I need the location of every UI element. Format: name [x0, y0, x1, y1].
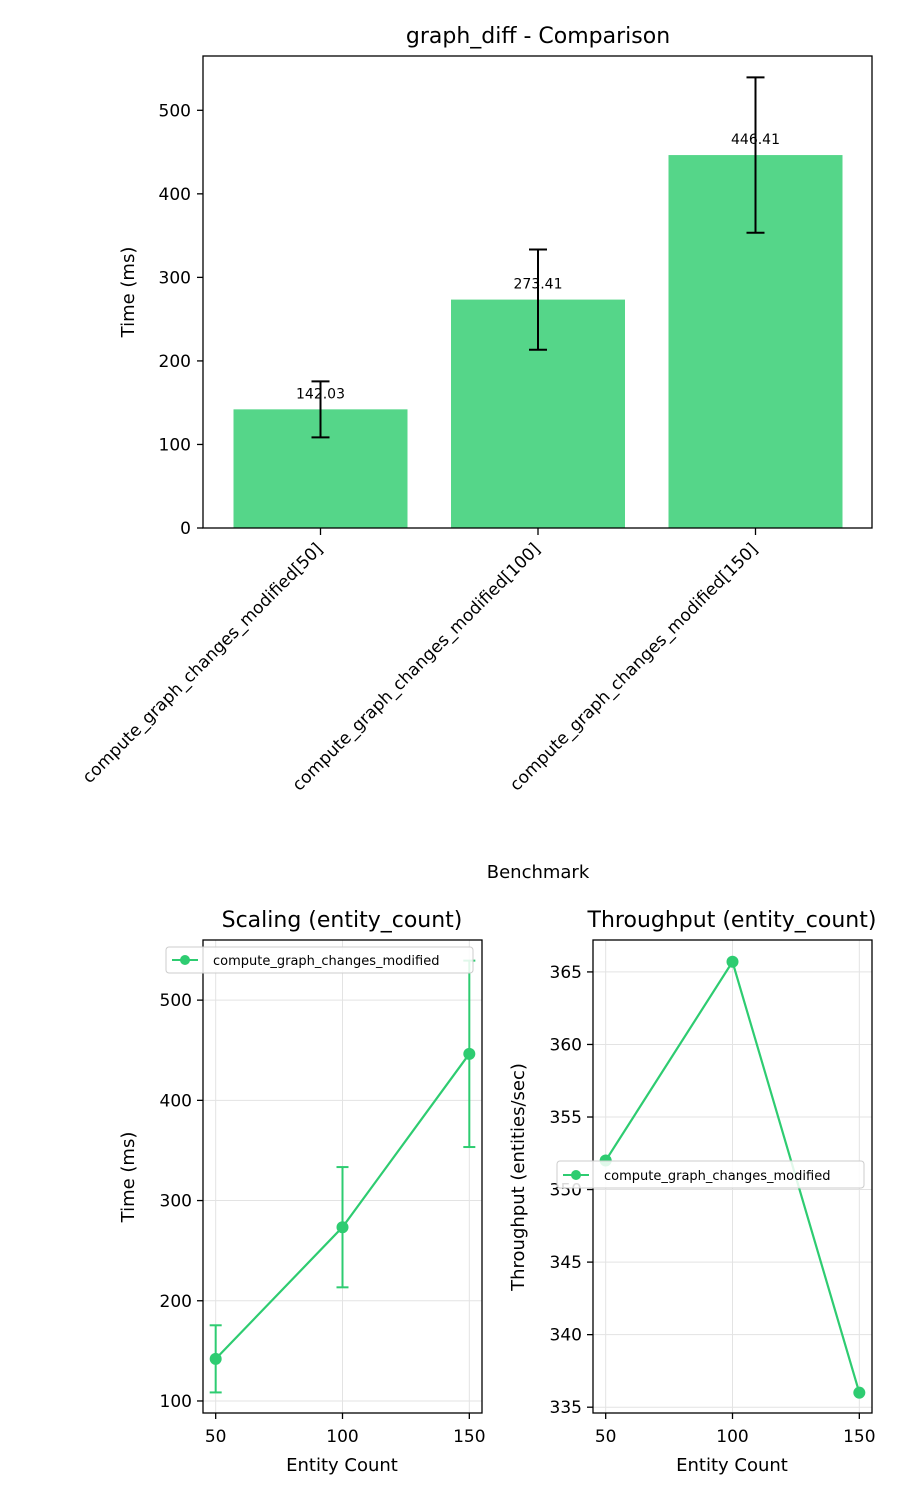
data-point	[336, 1221, 349, 1234]
series	[209, 959, 476, 1394]
y-tick-label: 500	[159, 101, 191, 121]
error-bar	[529, 248, 547, 351]
throughput-chart-xlabel: Entity Count	[676, 1455, 788, 1476]
y-tick-label: 200	[159, 352, 191, 372]
bar-value-label: 273.41	[514, 277, 563, 293]
throughput-legend-label: compute_graph_changes_modified	[604, 1169, 830, 1184]
y-tick-label: 335	[550, 1398, 582, 1418]
bar-chart-xlabel: Benchmark	[487, 862, 590, 883]
y-tick-label: 345	[550, 1253, 582, 1273]
y-tick-label: 365	[550, 963, 582, 983]
scaling-legend-label: compute_graph_changes_modified	[213, 954, 439, 969]
x-tick-label: 150	[843, 1427, 875, 1447]
scaling-chart-ylabel: Time (ms)	[118, 1132, 139, 1224]
error-bar	[746, 76, 765, 234]
throughput-line-chart: Throughput (entity_count) 33534034535035…	[508, 908, 876, 1476]
x-tick-label: 100	[326, 1427, 358, 1447]
y-tick-label: 100	[160, 1392, 192, 1412]
x-tick-label: 100	[716, 1427, 748, 1447]
bar-chart-title: graph_diff - Comparison	[406, 24, 670, 49]
scaling-chart-title: Scaling (entity_count)	[222, 908, 463, 933]
x-tick-label: 50	[205, 1427, 227, 1447]
scaling-chart-xlabel: Entity Count	[286, 1455, 398, 1476]
scaling-chart-frame	[202, 939, 483, 1414]
data-point	[853, 1386, 866, 1399]
scaling-chart-legend: compute_graph_changes_modified	[165, 946, 474, 974]
data-point	[726, 955, 739, 968]
x-category-label: compute_graph_changes_modified[100]	[289, 539, 545, 795]
x-tick-label: 150	[453, 1427, 485, 1447]
y-tick-label: 360	[550, 1035, 582, 1055]
y-tick-label: 400	[160, 1091, 192, 1111]
y-tick-label: 100	[159, 435, 191, 455]
y-tick-label: 340	[550, 1326, 582, 1346]
error-bar	[311, 380, 330, 439]
data-point	[463, 1047, 476, 1060]
scaling-line-chart: Scaling (entity_count) 100 200 300 400 500 5…	[118, 908, 486, 1476]
bar-value-label: 142.03	[296, 386, 345, 402]
x-category-label: compute_graph_changes_modified[50]	[79, 539, 327, 787]
throughput-chart-ylabel: Throughput (entities/sec)	[508, 1063, 529, 1292]
comparison-bar-chart: graph_diff - Comparison 142.03 273.41 446.…	[79, 24, 873, 883]
bar-value-label: 446.41	[731, 132, 780, 148]
y-tick-label: 0	[180, 519, 191, 539]
throughput-chart-title: Throughput (entity_count)	[587, 908, 877, 933]
throughput-chart-legend: compute_graph_changes_modified	[556, 1160, 865, 1189]
bar-chart-ylabel: Time (ms)	[118, 247, 139, 339]
y-tick-label: 300	[160, 1192, 192, 1212]
x-category-label: compute_graph_changes_modified[150]	[506, 539, 762, 795]
bar-chart-frame	[202, 55, 873, 529]
y-tick-label: 355	[550, 1108, 582, 1128]
x-tick-label: 50	[595, 1427, 617, 1447]
data-point	[209, 1352, 222, 1365]
y-tick-label: 200	[160, 1292, 192, 1312]
y-tick-label: 500	[160, 991, 192, 1011]
y-tick-label: 300	[159, 268, 191, 288]
y-tick-label: 400	[159, 185, 191, 205]
